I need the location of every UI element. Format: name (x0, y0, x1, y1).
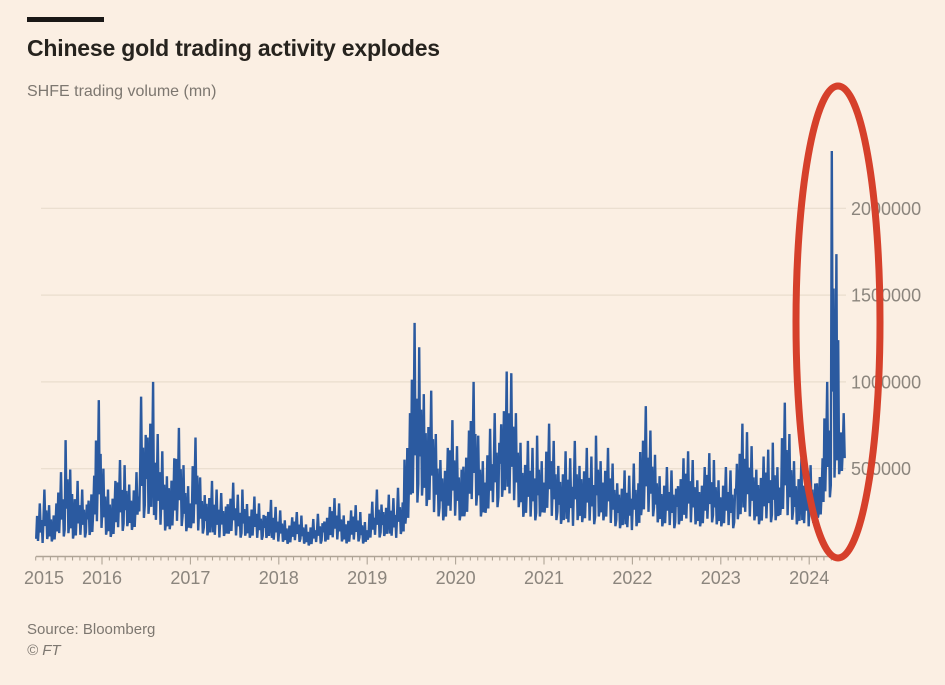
y-axis-tick-label: 1000000 (851, 372, 921, 392)
x-axis-tick-label: 2024 (789, 568, 829, 588)
y-axis-tick-label: 500000 (851, 459, 911, 479)
x-axis-tick-label: 2022 (612, 568, 652, 588)
x-axis-tick-label: 2019 (347, 568, 387, 588)
page-title: Chinese gold trading activity explodes (27, 35, 440, 61)
x-axis-tick-label: 2017 (170, 568, 210, 588)
x-axis-tick-label: 2020 (436, 568, 476, 588)
y-axis-tick-label: 1500000 (851, 286, 921, 306)
x-axis-tick-label: 2023 (701, 568, 741, 588)
volume-series-line (35, 150, 846, 546)
y-axis-tick-label: 2000000 (851, 199, 921, 219)
source-note: Source: Bloomberg (27, 621, 156, 638)
chart-subtitle: SHFE trading volume (mn) (27, 83, 217, 100)
x-axis-tick-label: 2021 (524, 568, 564, 588)
spike-highlight-ellipse-annotation (792, 82, 884, 562)
x-axis-tick-label: 2016 (82, 568, 122, 588)
x-axis-tick-label: 2018 (259, 568, 299, 588)
x-axis-tick-label: 2015 (24, 568, 64, 588)
title-accent-bar (27, 17, 104, 22)
ft-copyright-note: © FT (27, 642, 61, 659)
